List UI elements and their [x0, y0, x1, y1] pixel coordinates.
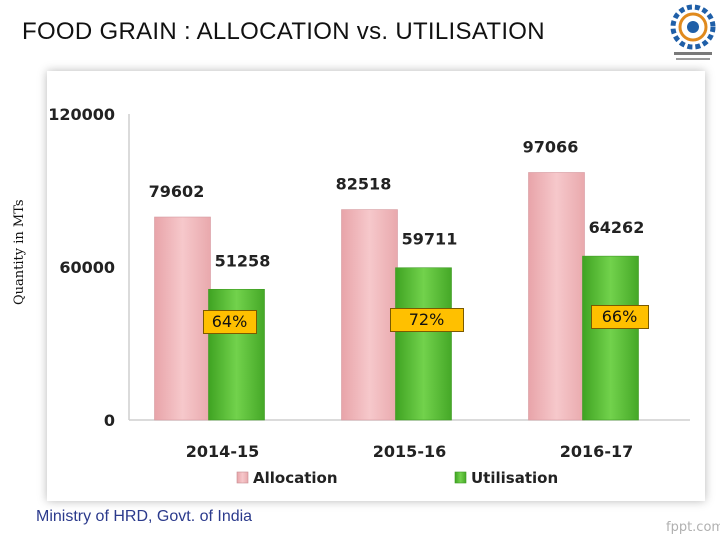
y-tick-label: 60000 — [59, 258, 115, 277]
y-tick-label: 120000 — [48, 105, 115, 124]
chart-panel: 0 60000 120000 79602 51258 2014-15 82518 59711 2… — [47, 71, 705, 501]
legend-swatch-allocation — [236, 471, 249, 484]
utilisation-data-label: 51258 — [215, 251, 271, 270]
allocation-data-label: 79602 — [149, 182, 205, 201]
footer-text: Ministry of HRD, Govt. of India — [36, 508, 253, 525]
allocation-bar — [154, 216, 211, 421]
gear-emblem-icon — [670, 4, 716, 60]
utilisation-data-label: 59711 — [402, 230, 458, 249]
allocation-bar — [341, 209, 398, 421]
y-tick-label: 0 — [104, 411, 115, 430]
legend-label-utilisation: Utilisation — [471, 469, 558, 487]
utilisation-percent-label: 64% — [202, 310, 257, 334]
legend-label-allocation: Allocation — [253, 469, 338, 487]
slide-title: FOOD GRAIN : ALLOCATION vs. UTILISATION — [22, 18, 545, 45]
allocation-data-label: 82518 — [336, 175, 392, 194]
allocation-bar — [528, 172, 585, 421]
legend-swatch-utilisation — [454, 471, 467, 484]
y-axis-label: Quantity in MTs — [12, 199, 27, 305]
x-tick-label: 2014-15 — [186, 442, 259, 461]
utilisation-data-label: 64262 — [589, 218, 645, 237]
utilisation-percent-label: 72% — [389, 308, 464, 332]
utilisation-bar — [208, 288, 265, 421]
allocation-data-label: 97066 — [523, 137, 579, 156]
utilisation-bar — [582, 255, 639, 421]
utilisation-percent-label: 66% — [590, 305, 649, 329]
x-tick-label: 2016-17 — [560, 442, 633, 461]
utilisation-bar — [395, 267, 452, 421]
x-tick-label: 2015-16 — [373, 442, 446, 461]
watermark: fppt.com — [666, 520, 720, 535]
bar-chart: 0 60000 120000 79602 51258 2014-15 82518 59711 2… — [48, 105, 690, 487]
